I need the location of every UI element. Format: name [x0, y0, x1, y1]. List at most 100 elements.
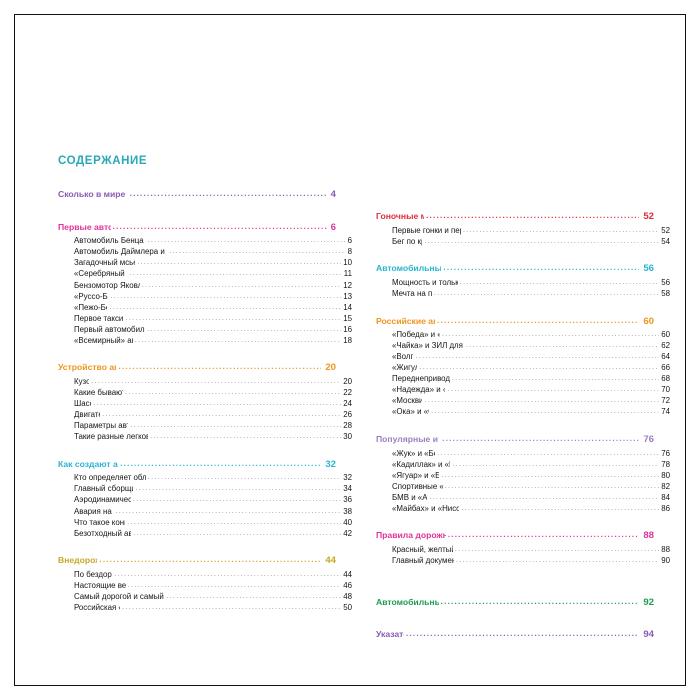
toc-entry-label: «Жук» и «Богиня» — [392, 448, 435, 458]
toc-section-row[interactable]: Как создают автомобили .................… — [58, 459, 336, 472]
toc-entry-row[interactable]: Загадочный мсье Мерседес ...............… — [58, 257, 352, 269]
toc-section-row[interactable]: Первые автомобили ......................… — [58, 222, 336, 235]
toc-group: Популярные и знаменитые ................… — [376, 434, 670, 514]
toc-entry-row[interactable]: «Серебряный призрак» ...................… — [58, 268, 352, 280]
toc-entry-page: 26 — [343, 410, 352, 420]
toc-entry-row[interactable]: «Кадиллак» и «Крайслер» ................… — [376, 459, 670, 471]
toc-entry-row[interactable]: Авария на заказ ........................… — [58, 506, 352, 518]
toc-section-page: 4 — [330, 189, 336, 200]
toc-entry-row[interactable]: «Москвичи» .............................… — [376, 395, 670, 407]
toc-entry-row[interactable]: «Пежо-Бебе» ............................… — [58, 302, 352, 314]
toc-entry-label: «Пежо-Бебе» — [74, 302, 107, 312]
toc-section-row[interactable]: Гоночные машины ........................… — [376, 211, 654, 224]
toc-entry-row[interactable]: Настоящие вездеходы ....................… — [58, 580, 352, 592]
toc-entry-label: Такие разные легковые автомобили — [74, 432, 148, 442]
toc-entry-row[interactable]: Российская «Нива» ......................… — [58, 602, 352, 614]
toc-entry-row[interactable]: «Победа» и «Волга» .....................… — [376, 329, 670, 341]
toc-entry-row[interactable]: Спортивные «немцы» .....................… — [376, 481, 670, 493]
toc-entry-page: 28 — [343, 421, 352, 431]
toc-section-page: 6 — [330, 221, 336, 233]
toc-group: Автомобильные самоделки ................… — [376, 263, 670, 299]
toc-entry-row[interactable]: «Надежда» и «Калина» ...................… — [376, 384, 670, 396]
toc-entry-row[interactable]: «Майбах» и «Ниссан Максима» ............… — [376, 503, 670, 515]
dot-leader: ........................................… — [415, 351, 659, 361]
toc-section-row[interactable]: Правила дорожного движения .............… — [376, 530, 654, 543]
toc-entry-row[interactable]: Автомобиль Даймлера и первая автокатастр… — [58, 246, 352, 258]
toc-section-row[interactable]: Сколько в мире автомобилей .............… — [58, 189, 336, 202]
toc-entry-row[interactable]: Бег по кругу ...........................… — [376, 236, 670, 248]
toc-entry-row[interactable]: Двигатель ..............................… — [58, 409, 352, 421]
toc-entry-row[interactable]: Главный документ водителя ..............… — [376, 555, 670, 567]
toc-entry-row[interactable]: Первые гонки и первые рекорды ..........… — [376, 225, 670, 237]
toc-entry-row[interactable]: «Руссо-Балт» ...........................… — [58, 291, 352, 303]
toc-entry-row[interactable]: Первое такси «Рено» ....................… — [58, 312, 352, 325]
toc-entry-row[interactable]: Что такое концепт-кар ..................… — [58, 517, 352, 529]
dot-leader: ........................................… — [150, 431, 341, 441]
toc-entry-page: 68 — [661, 374, 670, 384]
toc-entry-row[interactable]: Безотходный автомобиль .................… — [58, 528, 352, 540]
dot-leader: ........................................… — [426, 211, 639, 220]
toc-entry-page: 60 — [661, 330, 670, 340]
toc-entry-row[interactable]: Самый дорогой и самый дешевый внедорожни… — [58, 591, 352, 603]
toc-entry-label: Настоящие вездеходы — [74, 580, 126, 590]
toc-section-row[interactable]: Указатель ..............................… — [376, 629, 654, 642]
toc-section-label: Гоночные машины — [376, 211, 425, 221]
toc-section-row[interactable]: Автомобильные эмблемы ..................… — [376, 597, 654, 610]
toc-right-column: Гоночные машины ........................… — [376, 189, 670, 644]
toc-section-page: 44 — [325, 555, 336, 567]
toc-entry-page: 90 — [661, 556, 670, 566]
toc-entry-row[interactable]: Мечта на потоке ........................… — [376, 288, 670, 300]
toc-entry-page: 62 — [661, 341, 670, 351]
toc-section-row[interactable]: Устройство автомобиля ..................… — [58, 362, 336, 375]
toc-entry-label: Шасси — [74, 399, 91, 409]
toc-entry-row[interactable]: Бензомотор Яковлева и Фрезе ............… — [58, 280, 352, 292]
dot-leader: ........................................… — [130, 420, 342, 430]
toc-entry-row[interactable]: «Жигули» ...............................… — [376, 362, 670, 374]
dot-leader: ........................................… — [441, 329, 659, 339]
toc-entry-row[interactable]: Автомобиль Бенца и первый угон .........… — [58, 235, 352, 247]
toc-section-page: 94 — [643, 629, 654, 641]
toc-entry-row[interactable]: Первый автомобильный конвейер ..........… — [58, 324, 352, 336]
toc-entry-row[interactable]: Мощность и только мощность! ............… — [376, 277, 670, 289]
toc-entry-row[interactable]: Какие бывают кузова ....................… — [58, 387, 352, 399]
toc-entry-row[interactable]: Параметры автомобиля ...................… — [58, 420, 352, 432]
toc-entry-row[interactable]: Главный сборщик — робот ................… — [58, 483, 352, 495]
toc-entry-row[interactable]: «Чайка» и ЗИЛ для правительства ........… — [376, 340, 670, 352]
toc-entry-page: 88 — [661, 545, 670, 555]
page-title: СОДЕРЖАНИЕ — [58, 155, 148, 167]
toc-entry-row[interactable]: Шасси ..................................… — [58, 398, 352, 410]
toc-entry-label: Мощность и только мощность! — [392, 277, 458, 287]
toc-entry-row[interactable]: «Ягуар» и «Бентли» .....................… — [376, 470, 670, 482]
toc-entry-row[interactable]: Кузов ..................................… — [58, 376, 352, 388]
toc-section-row[interactable]: Автомобильные самоделки ................… — [376, 263, 654, 276]
dot-leader: ........................................… — [120, 458, 322, 468]
toc-entry-page: 44 — [343, 569, 352, 579]
dot-leader: ........................................… — [429, 491, 659, 501]
toc-group: Первые автомобили ......................… — [58, 222, 352, 347]
toc-entry-row[interactable]: Кто определяет облик автомобиля ........… — [58, 472, 352, 484]
toc-entry-row[interactable]: Аэродинамическая труба .................… — [58, 494, 352, 506]
toc-entry-page: 10 — [343, 258, 352, 268]
toc-entry-label: «Майбах» и «Ниссан Максима» — [392, 503, 460, 513]
toc-section-page: 60 — [643, 315, 654, 327]
toc-entry-row[interactable]: Красный, желтый, зеленый! ..............… — [376, 544, 670, 556]
toc-entry-row[interactable]: По бездорожью ..........................… — [58, 569, 352, 581]
toc-group: Внедорожники ...........................… — [58, 555, 352, 613]
toc-entry-row[interactable]: БМВ и «Ауди» ...........................… — [376, 491, 670, 504]
toc-entry-row[interactable]: «Волга» ................................… — [376, 351, 670, 363]
toc-entry-row[interactable]: «Всемирный» автомобиль .................… — [58, 335, 352, 347]
toc-entry-row[interactable]: «Ока» и «Ода» ..........................… — [376, 406, 670, 418]
toc-entry-row[interactable]: «Жук» и «Богиня» .......................… — [376, 448, 670, 460]
toc-entry-label: Параметры автомобиля — [74, 421, 128, 431]
toc-group: Как создают автомобили .................… — [58, 459, 352, 539]
toc-section-row[interactable]: Популярные и знаменитые ................… — [376, 434, 654, 447]
toc-entry-row[interactable]: Переднеприводные ВАЗы ..................… — [376, 373, 670, 385]
dot-leader: ........................................… — [405, 629, 639, 639]
toc-section-row[interactable]: Российские автомобили ..................… — [376, 316, 654, 329]
toc-section-row[interactable]: Внедорожники ...........................… — [58, 555, 336, 568]
dot-leader: ........................................… — [125, 312, 342, 322]
dot-leader: ........................................… — [147, 472, 342, 482]
toc-entry-page: 48 — [343, 591, 352, 601]
toc-entry-row[interactable]: Такие разные легковые автомобили .......… — [58, 431, 352, 443]
toc-group: Сколько в мире автомобилей .............… — [58, 189, 336, 202]
